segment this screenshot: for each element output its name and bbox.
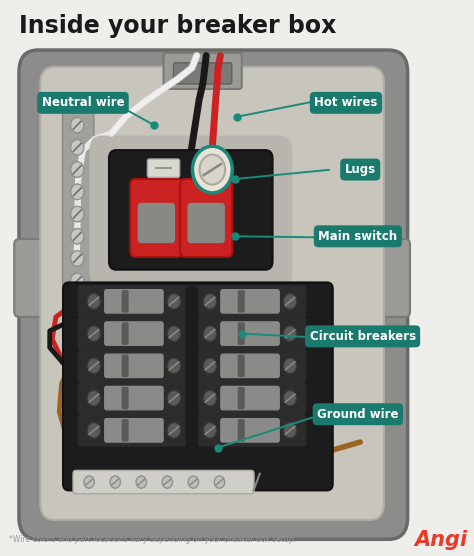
Circle shape	[283, 326, 297, 341]
FancyBboxPatch shape	[194, 318, 306, 349]
Circle shape	[87, 358, 100, 374]
Circle shape	[203, 390, 217, 406]
FancyBboxPatch shape	[73, 470, 254, 494]
Text: Angi: Angi	[414, 530, 467, 550]
FancyBboxPatch shape	[122, 323, 128, 344]
Circle shape	[203, 358, 217, 374]
FancyBboxPatch shape	[122, 355, 128, 376]
Text: Ground wire: Ground wire	[317, 408, 399, 421]
Circle shape	[87, 294, 100, 309]
FancyBboxPatch shape	[90, 136, 292, 286]
FancyBboxPatch shape	[221, 354, 279, 378]
Circle shape	[71, 206, 84, 222]
Circle shape	[167, 358, 181, 374]
FancyBboxPatch shape	[238, 420, 244, 441]
Circle shape	[87, 326, 100, 341]
Text: *Wire colors and part locations vary depending on your breaker box setup.: *Wire colors and part locations vary dep…	[9, 535, 296, 544]
FancyBboxPatch shape	[147, 159, 180, 177]
Circle shape	[71, 251, 84, 266]
FancyBboxPatch shape	[188, 203, 224, 242]
FancyBboxPatch shape	[122, 291, 128, 312]
Circle shape	[214, 476, 225, 488]
FancyBboxPatch shape	[238, 355, 244, 376]
FancyBboxPatch shape	[374, 239, 410, 317]
Circle shape	[71, 184, 84, 200]
FancyBboxPatch shape	[78, 415, 190, 446]
Circle shape	[192, 146, 232, 193]
Circle shape	[162, 476, 173, 488]
Circle shape	[203, 294, 217, 309]
Circle shape	[203, 423, 217, 438]
FancyBboxPatch shape	[105, 354, 163, 378]
FancyBboxPatch shape	[105, 386, 163, 410]
Circle shape	[87, 390, 100, 406]
Circle shape	[167, 390, 181, 406]
FancyBboxPatch shape	[78, 383, 190, 414]
Circle shape	[71, 140, 84, 155]
Circle shape	[87, 423, 100, 438]
FancyBboxPatch shape	[109, 150, 273, 270]
FancyBboxPatch shape	[122, 420, 128, 441]
FancyBboxPatch shape	[105, 290, 163, 313]
FancyBboxPatch shape	[78, 350, 190, 381]
Circle shape	[167, 326, 181, 341]
Text: Neutral wire: Neutral wire	[42, 96, 124, 110]
Circle shape	[283, 294, 297, 309]
FancyBboxPatch shape	[221, 322, 279, 345]
FancyBboxPatch shape	[186, 288, 198, 485]
Text: Main switch: Main switch	[319, 230, 397, 243]
Circle shape	[283, 390, 297, 406]
Circle shape	[283, 358, 297, 374]
Circle shape	[200, 155, 225, 185]
FancyBboxPatch shape	[194, 350, 306, 381]
FancyBboxPatch shape	[194, 286, 306, 317]
Text: Lugs: Lugs	[345, 163, 376, 176]
FancyBboxPatch shape	[105, 322, 163, 345]
FancyBboxPatch shape	[221, 419, 279, 442]
FancyBboxPatch shape	[180, 179, 232, 257]
Circle shape	[167, 294, 181, 309]
Circle shape	[71, 162, 84, 177]
Text: Inside your breaker box: Inside your breaker box	[19, 14, 337, 38]
FancyBboxPatch shape	[19, 50, 408, 539]
Circle shape	[283, 423, 297, 438]
FancyBboxPatch shape	[78, 318, 190, 349]
Circle shape	[84, 476, 94, 488]
FancyBboxPatch shape	[130, 179, 182, 257]
FancyBboxPatch shape	[173, 63, 232, 84]
FancyBboxPatch shape	[40, 67, 384, 520]
FancyBboxPatch shape	[164, 53, 242, 89]
Text: Circuit breakers: Circuit breakers	[310, 330, 416, 343]
FancyBboxPatch shape	[78, 286, 190, 317]
Circle shape	[167, 423, 181, 438]
FancyBboxPatch shape	[63, 282, 333, 490]
FancyBboxPatch shape	[105, 419, 163, 442]
FancyBboxPatch shape	[238, 323, 244, 344]
FancyBboxPatch shape	[194, 383, 306, 414]
Circle shape	[136, 476, 146, 488]
FancyBboxPatch shape	[221, 386, 279, 410]
Circle shape	[188, 476, 199, 488]
FancyBboxPatch shape	[238, 388, 244, 409]
FancyBboxPatch shape	[194, 415, 306, 446]
FancyBboxPatch shape	[138, 203, 174, 242]
Text: Hot wires: Hot wires	[314, 96, 378, 110]
Circle shape	[71, 117, 84, 133]
Circle shape	[203, 326, 217, 341]
FancyBboxPatch shape	[238, 291, 244, 312]
FancyBboxPatch shape	[221, 290, 279, 313]
FancyBboxPatch shape	[63, 107, 94, 288]
Circle shape	[71, 273, 84, 289]
Circle shape	[71, 229, 84, 244]
Circle shape	[110, 476, 120, 488]
FancyBboxPatch shape	[14, 239, 50, 317]
FancyBboxPatch shape	[122, 388, 128, 409]
